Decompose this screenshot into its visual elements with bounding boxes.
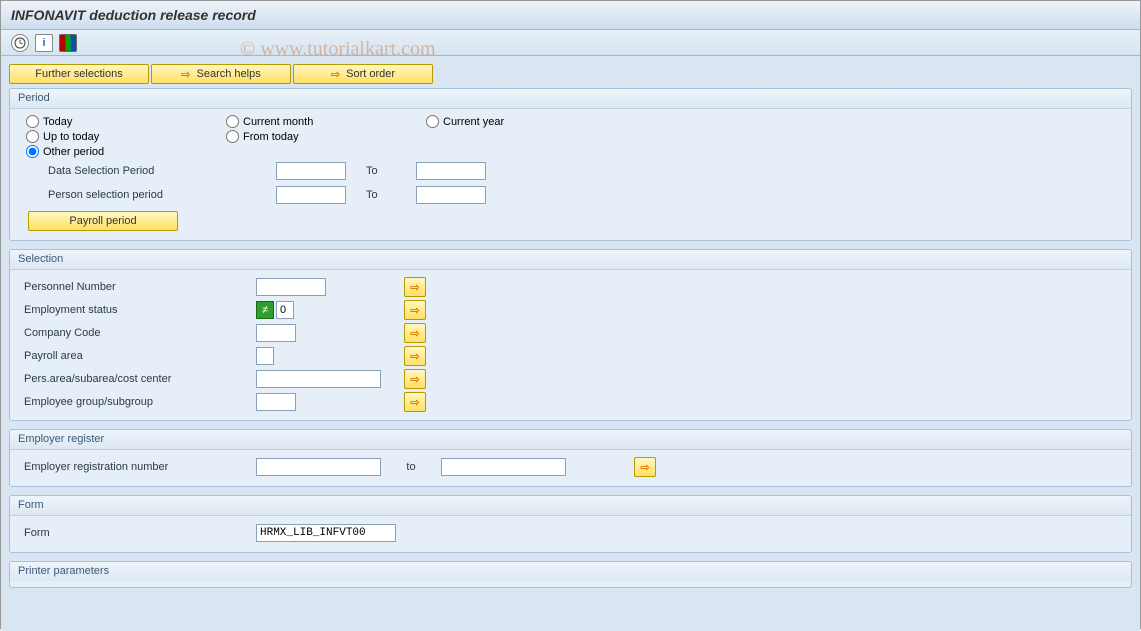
info-icon[interactable]: i: [35, 34, 53, 52]
payroll-area-input[interactable]: [256, 347, 274, 365]
employer-register-title: Employer register: [10, 430, 1131, 450]
personnel-number-label: Personnel Number: [16, 281, 256, 293]
further-selections-label: Further selections: [35, 68, 122, 80]
employer-reg-label: Employer registration number: [16, 461, 256, 473]
pers-area-input[interactable]: [256, 370, 381, 388]
printer-parameters-group: Printer parameters: [9, 561, 1132, 588]
form-label: Form: [16, 527, 256, 539]
radio-from-today-label: From today: [243, 131, 299, 143]
search-helps-button[interactable]: ⇨ Search helps: [151, 64, 291, 84]
personnel-number-multi-icon[interactable]: ⇨: [404, 277, 426, 297]
search-helps-label: Search helps: [197, 68, 261, 80]
company-code-input[interactable]: [256, 324, 296, 342]
content-area: Further selections ⇨ Search helps ⇨ Sort o…: [1, 56, 1140, 631]
data-selection-to-input[interactable]: [416, 162, 486, 180]
payroll-period-button[interactable]: Payroll period: [28, 211, 178, 231]
pers-area-multi-icon[interactable]: ⇨: [404, 369, 426, 389]
to-label-1: To: [346, 165, 416, 177]
not-equal-icon[interactable]: ≠: [256, 301, 274, 319]
selection-group-title: Selection: [10, 250, 1131, 270]
execute-icon[interactable]: [11, 34, 29, 52]
person-selection-from-input[interactable]: [276, 186, 346, 204]
title-bar: INFONAVIT deduction release record: [1, 1, 1140, 30]
sort-order-button[interactable]: ⇨ Sort order: [293, 64, 433, 84]
form-group: Form Form: [9, 495, 1132, 553]
further-selections-button[interactable]: Further selections: [9, 64, 149, 84]
radio-other-period[interactable]: Other period: [26, 145, 166, 158]
radio-today-label: Today: [43, 116, 72, 128]
arrow-right-icon: ⇨: [331, 68, 340, 81]
selection-group: Selection Personnel Number ⇨ Employment …: [9, 249, 1132, 421]
personnel-number-input[interactable]: [256, 278, 326, 296]
employment-status-multi-icon[interactable]: ⇨: [404, 300, 426, 320]
employer-reg-to-input[interactable]: [441, 458, 566, 476]
radio-other-period-label: Other period: [43, 146, 104, 158]
person-selection-to-input[interactable]: [416, 186, 486, 204]
radio-up-to-today[interactable]: Up to today: [26, 130, 166, 143]
page-title: INFONAVIT deduction release record: [11, 7, 256, 23]
sort-order-label: Sort order: [346, 68, 395, 80]
employer-to-label: to: [381, 461, 441, 473]
employer-reg-multi-icon[interactable]: ⇨: [634, 457, 656, 477]
app-toolbar: i: [1, 30, 1140, 56]
selection-buttons-row: Further selections ⇨ Search helps ⇨ Sort o…: [9, 64, 1132, 84]
radio-from-today[interactable]: From today: [226, 130, 366, 143]
pers-area-label: Pers.area/subarea/cost center: [16, 373, 256, 385]
printer-parameters-title: Printer parameters: [10, 562, 1131, 581]
payroll-area-multi-icon[interactable]: ⇨: [404, 346, 426, 366]
radio-current-year[interactable]: Current year: [426, 115, 566, 128]
period-group: Period Today Current month Current year …: [9, 88, 1132, 241]
person-selection-period-label: Person selection period: [16, 189, 236, 201]
arrow-right-icon: ⇨: [181, 68, 190, 81]
employment-status-label: Employment status: [16, 304, 256, 316]
form-group-title: Form: [10, 496, 1131, 516]
data-selection-from-input[interactable]: [276, 162, 346, 180]
employee-group-input[interactable]: [256, 393, 296, 411]
radio-current-year-label: Current year: [443, 116, 504, 128]
employer-register-group: Employer register Employer registration …: [9, 429, 1132, 487]
radio-up-to-today-label: Up to today: [43, 131, 99, 143]
radio-current-month-label: Current month: [243, 116, 313, 128]
employee-group-multi-icon[interactable]: ⇨: [404, 392, 426, 412]
radio-current-month[interactable]: Current month: [226, 115, 366, 128]
employment-status-input[interactable]: [276, 301, 294, 319]
form-input[interactable]: [256, 524, 396, 542]
to-label-2: To: [346, 189, 416, 201]
payroll-area-label: Payroll area: [16, 350, 256, 362]
radio-today[interactable]: Today: [26, 115, 166, 128]
company-code-label: Company Code: [16, 327, 256, 339]
employer-reg-from-input[interactable]: [256, 458, 381, 476]
company-code-multi-icon[interactable]: ⇨: [404, 323, 426, 343]
data-selection-period-label: Data Selection Period: [16, 165, 236, 177]
payroll-period-label: Payroll period: [69, 215, 136, 227]
variant-icon[interactable]: [59, 34, 77, 52]
period-group-title: Period: [10, 89, 1131, 109]
employee-group-label: Employee group/subgroup: [16, 396, 256, 408]
